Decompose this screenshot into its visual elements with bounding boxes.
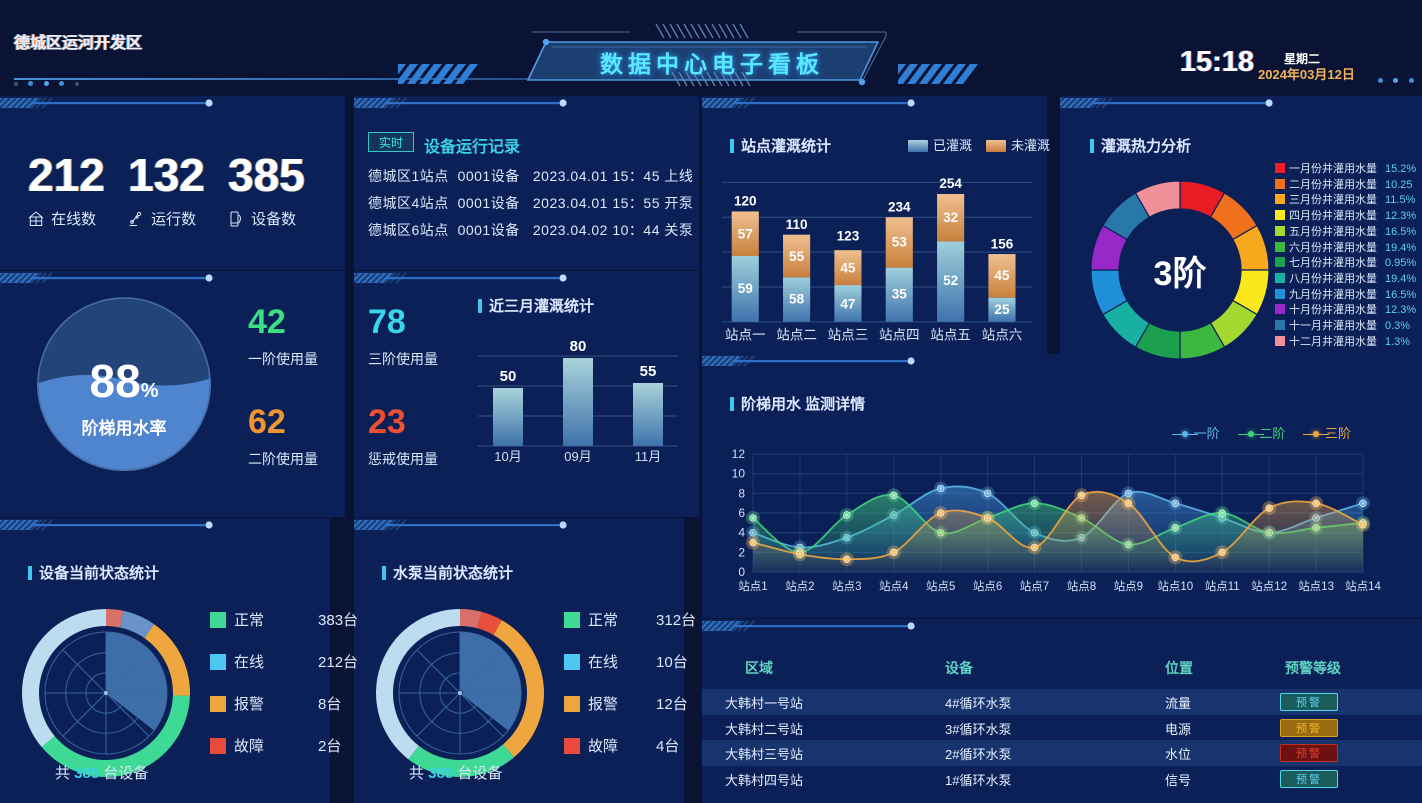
svg-text:234: 234 — [888, 199, 911, 214]
svg-text:4: 4 — [738, 526, 745, 540]
svg-text:45: 45 — [994, 268, 1010, 283]
svg-text:站点14: 站点14 — [1345, 579, 1381, 593]
svg-text:站点6: 站点6 — [973, 579, 1002, 593]
svg-text:站点3: 站点3 — [832, 579, 861, 593]
svg-text:55: 55 — [789, 249, 805, 264]
svg-text:09月: 09月 — [564, 449, 591, 464]
svg-text:47: 47 — [840, 296, 855, 311]
svg-text:站点1: 站点1 — [738, 579, 767, 593]
svg-text:58: 58 — [789, 291, 805, 306]
svg-text:站点10: 站点10 — [1157, 579, 1193, 593]
svg-text:站点三: 站点三 — [828, 327, 869, 342]
svg-text:站点五: 站点五 — [930, 327, 971, 342]
svg-text:50: 50 — [500, 368, 517, 385]
svg-text:站点二: 站点二 — [776, 327, 817, 342]
svg-text:站点4: 站点4 — [879, 579, 909, 593]
svg-text:10月: 10月 — [494, 449, 521, 464]
svg-text:站点一: 站点一 — [725, 327, 766, 342]
svg-text:35: 35 — [892, 287, 908, 302]
svg-text:52: 52 — [943, 273, 958, 288]
svg-text:6: 6 — [738, 506, 745, 520]
svg-text:10: 10 — [732, 467, 746, 481]
svg-text:80: 80 — [570, 338, 587, 355]
svg-text:254: 254 — [939, 176, 962, 191]
svg-text:8: 8 — [738, 486, 745, 500]
svg-text:站点2: 站点2 — [785, 579, 814, 593]
svg-text:站点7: 站点7 — [1020, 579, 1049, 593]
svg-text:站点11: 站点11 — [1205, 579, 1240, 593]
svg-text:站点四: 站点四 — [879, 327, 920, 342]
svg-text:53: 53 — [892, 234, 908, 249]
svg-text:站点六: 站点六 — [982, 327, 1023, 342]
svg-text:站点9: 站点9 — [1114, 579, 1143, 593]
svg-text:110: 110 — [786, 217, 808, 232]
svg-text:59: 59 — [738, 281, 754, 296]
svg-text:123: 123 — [837, 229, 860, 244]
svg-text:12: 12 — [732, 447, 746, 461]
svg-text:0: 0 — [738, 565, 745, 579]
svg-text:25: 25 — [994, 302, 1010, 317]
svg-text:45: 45 — [840, 260, 856, 275]
svg-text:11月: 11月 — [635, 449, 662, 464]
svg-text:32: 32 — [943, 210, 958, 225]
svg-text:55: 55 — [640, 363, 657, 380]
svg-text:120: 120 — [734, 194, 757, 209]
svg-text:站点8: 站点8 — [1067, 579, 1096, 593]
svg-text:57: 57 — [738, 227, 753, 242]
svg-text:站点12: 站点12 — [1251, 579, 1287, 593]
svg-text:2: 2 — [738, 545, 745, 559]
svg-text:站点5: 站点5 — [926, 579, 955, 593]
svg-text:156: 156 — [991, 236, 1014, 251]
svg-text:站点13: 站点13 — [1298, 579, 1334, 593]
